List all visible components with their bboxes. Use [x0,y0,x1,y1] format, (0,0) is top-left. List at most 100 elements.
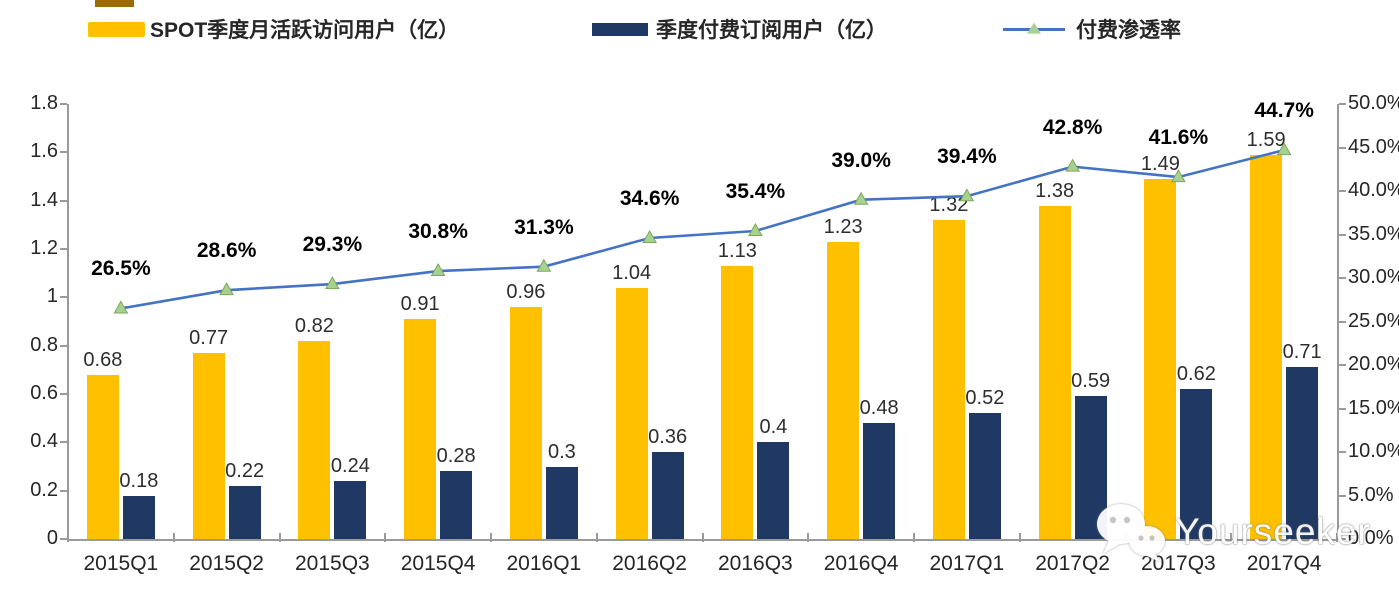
left-axis-tick [60,103,67,105]
x-axis-tick [67,533,69,542]
penetration-rate-label: 39.4% [937,145,997,169]
penetration-rate-label: 42.8% [1042,115,1103,139]
x-axis-category-label: 2015Q3 [295,552,370,575]
left-axis-tick-label: 1.4 [30,188,58,211]
triangle-marker-icon [748,223,763,237]
legend-item-penetration: 付费渗透率 [1003,14,1181,44]
x-axis-category-label: 2017Q3 [1141,552,1216,575]
left-axis-tick [60,441,67,444]
legend-label-subs: 季度付费订阅用户（亿） [656,19,887,42]
legend-label-penetration: 付费渗透率 [1076,19,1181,42]
line-marker-swatch-icon [1003,22,1065,34]
mau-bar-value-label: 0.96 [506,281,546,303]
mau-bar [615,287,648,539]
triangle-marker-icon [113,300,129,314]
subs-bar-value-label: 0.48 [859,397,899,419]
subs-bar-value-label: 0.28 [436,445,476,468]
left-axis-tick-label: 0.4 [30,430,58,453]
subs-bar [757,442,790,539]
left-axis-line [67,104,69,539]
wechat-icon [1097,504,1165,562]
left-axis-tick-label: 0.2 [30,478,58,501]
x-axis-category-label: 2016Q3 [718,552,793,575]
mau-bar-value-label: 1.04 [612,261,652,284]
penetration-rate-label: 34.6% [619,186,680,210]
penetration-rate-label: 44.7% [1254,99,1314,123]
right-axis-tick [1339,451,1346,453]
mau-bar-value-label: 1.49 [1140,152,1180,175]
subs-bar [334,481,367,539]
right-axis-tick-label: 20.0% [1348,353,1399,375]
penetration-rate-label: 29.3% [302,233,363,257]
right-axis-tick-label: 0.0% [1348,527,1394,549]
x-axis-tick [278,533,281,542]
left-axis-tick [60,296,67,299]
subs-bar [1180,389,1213,539]
right-axis-tick [1339,233,1346,236]
x-axis-category-label: 2015Q2 [189,552,264,575]
subs-bar-value-label: 0.22 [225,459,265,482]
left-axis-tick-label: 1.6 [30,140,58,163]
right-axis-tick-label: 30.0% [1348,266,1399,288]
right-axis-tick [1339,407,1346,410]
left-axis-tick [60,199,67,202]
subs-bar [122,495,155,539]
watermark: Yourseeker [1093,500,1371,564]
right-axis-tick-label: 5.0% [1348,483,1394,506]
triangle-marker-icon [430,263,446,277]
triangle-marker-icon [1065,158,1080,172]
subs-bar [440,471,473,539]
right-axis-tick-label: 40.0% [1348,179,1399,201]
x-axis-category-label: 2017Q1 [929,552,1005,575]
penetration-rate-label: 35.4% [725,180,786,204]
left-axis-tick-label: 0.8 [30,333,58,356]
subs-bar-value-label: 0.36 [648,426,688,448]
mau-bar-value-label: 0.91 [400,293,440,316]
triangle-marker-icon [853,191,869,205]
mau-bar-value-label: 1.13 [717,239,757,262]
right-axis-tick [1339,190,1346,192]
x-axis-category-label: 2015Q1 [83,552,159,575]
subs-bar [228,485,261,539]
legend-item-mau: SPOT季度月活跃访问用户（亿） [88,14,459,44]
x-axis-tick [701,533,704,542]
subs-bar-value-label: 0.62 [1176,363,1216,386]
subs-bar-value-label: 0.71 [1282,341,1322,364]
x-axis-tick [595,533,598,542]
mau-bar [192,352,225,539]
x-axis-tick [1336,533,1338,542]
cropped-artifact [95,0,134,7]
x-axis-category-label: 2016Q4 [823,552,899,575]
triangle-marker-icon [325,276,340,290]
subs-bar-value-label: 0.4 [759,416,788,439]
penetration-rate-label: 41.6% [1148,126,1209,150]
left-axis-tick-label: 1.2 [30,237,58,259]
right-axis-tick-label: 10.0% [1348,440,1399,462]
mau-bar [721,265,754,539]
subs-bar-value-label: 0.52 [965,387,1005,410]
left-axis-tick [60,538,67,540]
left-axis-tick [60,248,67,250]
penetration-rate-label: 28.6% [196,239,257,263]
x-axis-category-label: 2017Q4 [1246,552,1322,575]
triangle-marker-icon [536,258,552,272]
legend-item-subs: 季度付费订阅用户（亿） [592,14,887,44]
subs-bar-value-label: 0.24 [330,455,370,477]
x-axis-tick [490,533,492,542]
mau-bar-value-label: 0.82 [294,314,334,337]
mau-bar-value-label: 0.68 [83,348,123,371]
right-axis-line [1337,104,1339,539]
x-axis-tick [172,533,175,542]
subs-bar [1286,367,1319,539]
right-axis-tick [1339,146,1346,149]
subs-bar-value-label: 0.3 [547,440,576,463]
mau-bar-value-label: 1.32 [929,194,969,216]
right-axis-tick [1339,364,1346,366]
x-axis-category-label: 2017Q2 [1035,552,1110,575]
x-axis-tick [807,533,810,542]
left-axis-tick [60,344,67,347]
x-axis-tick [384,533,387,542]
left-axis-tick [60,151,67,154]
right-axis-tick-label: 35.0% [1348,222,1399,245]
